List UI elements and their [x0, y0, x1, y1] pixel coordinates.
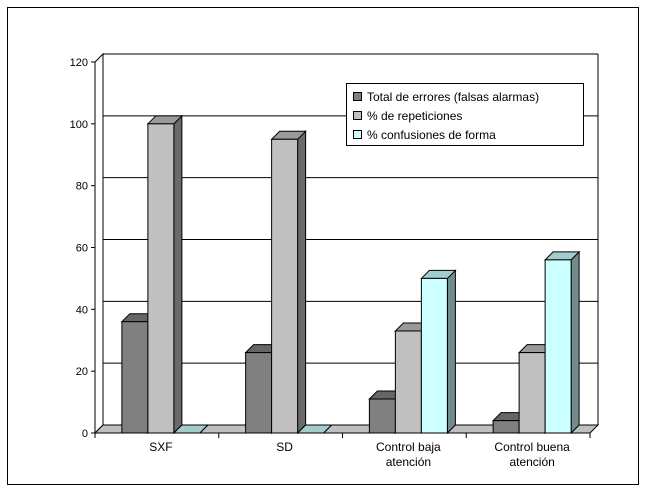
legend-swatch-1	[353, 92, 362, 101]
x-label-3-line-1: Control baja	[376, 440, 441, 454]
bar-s3-c3	[420, 277, 448, 434]
legend-swatch-2	[353, 111, 362, 120]
legend-item-1: Total de errores (falsas alarmas)	[353, 87, 583, 106]
x-label-4-line-2: atención	[509, 455, 554, 469]
bar-s2-c2-side	[297, 130, 307, 435]
chart-legend: Total de errores (falsas alarmas) % de r…	[346, 83, 584, 146]
x-label-1: SXF	[149, 440, 172, 454]
x-label-3-line-2: atención	[386, 455, 431, 469]
legend-item-2: % de repeticiones	[353, 106, 583, 125]
y-tick-label-2: 40	[76, 304, 88, 316]
y-tick-label-0: 0	[82, 428, 88, 440]
y-tick-label-1: 20	[76, 366, 88, 378]
legend-label-3: % confusiones de forma	[367, 127, 496, 142]
legend-label-1: Total de errores (falsas alarmas)	[367, 89, 540, 104]
bar-s2-c3	[394, 330, 422, 434]
bar-s3-c4	[544, 259, 572, 434]
y-tick-label-4: 80	[76, 181, 88, 193]
bar-s1-c1	[121, 321, 149, 434]
bar-s2-c4	[518, 352, 546, 434]
bar-s3-c3-side	[446, 269, 456, 435]
legend-item-3: % confusiones de forma	[353, 125, 583, 144]
bar-s2-c2	[271, 138, 299, 434]
x-label-2: SD	[276, 440, 293, 454]
bar-s3-c4-side	[570, 250, 580, 435]
bar-s2-c1-side	[173, 114, 183, 435]
side-wall	[94, 52, 104, 435]
legend-label-2: % de repeticiones	[367, 108, 463, 123]
bar-s1-c3	[368, 398, 396, 434]
bar-s2-c1	[147, 123, 175, 434]
legend-swatch-3	[353, 130, 362, 139]
x-label-4-line-1: Control buena	[494, 440, 570, 454]
bar-s1-c4	[492, 420, 520, 434]
bar-s1-c2	[245, 352, 273, 434]
y-tick-label-3: 60	[76, 243, 88, 255]
y-tick-label-5: 100	[70, 119, 88, 131]
y-tick-label-6: 120	[70, 57, 88, 69]
